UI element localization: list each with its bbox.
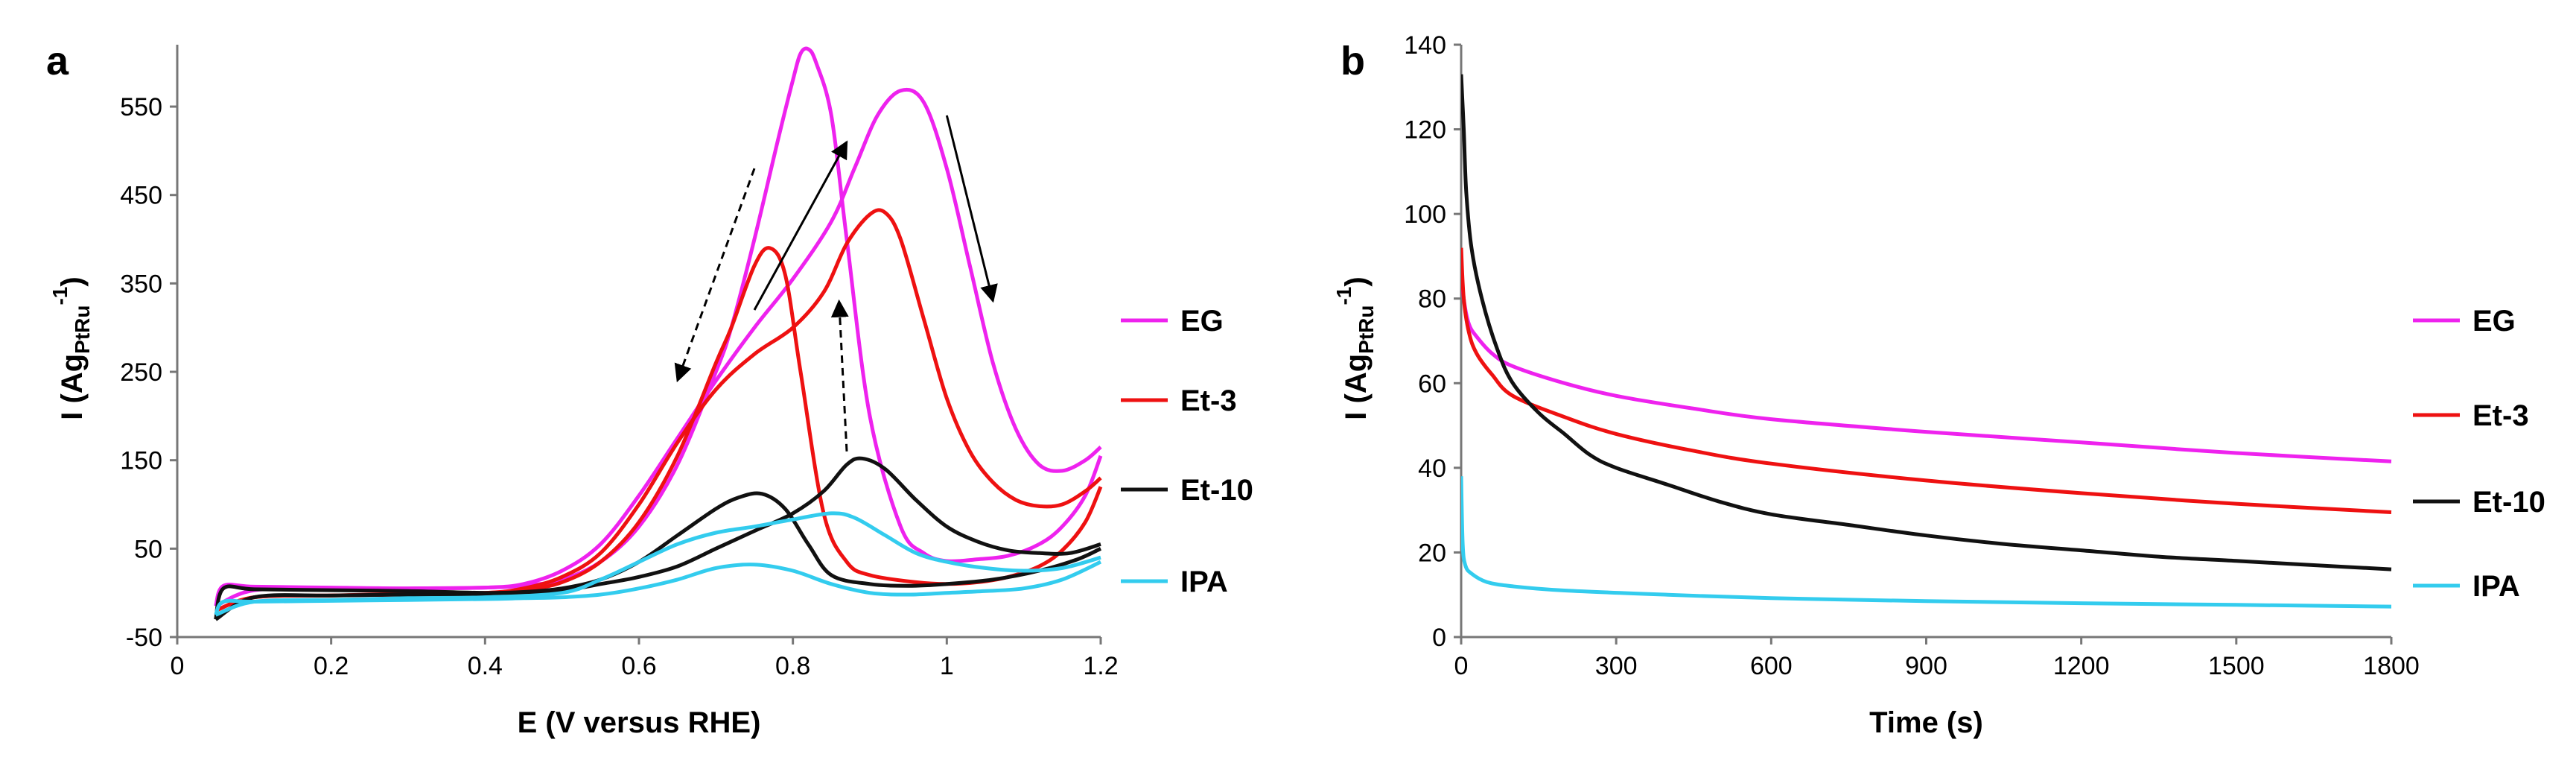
y-axis-label: I (AgPtRu-1) (1332, 276, 1378, 419)
y-tick-label: 0 (1432, 624, 1446, 652)
legend-label-et-10: Et-10 (1180, 474, 1253, 507)
x-tick-label: 600 (1750, 652, 1793, 680)
legend-label-ipa: IPA (2472, 570, 2520, 603)
x-tick-label: 1800 (2363, 652, 2420, 680)
x-tick-label: 0.8 (775, 652, 810, 680)
panel-label: b (1341, 39, 1365, 83)
series-line-et-3-backward (214, 246, 1103, 612)
y-tick-label: 250 (120, 358, 162, 387)
y-axis-label-sup: -1 (1332, 287, 1355, 305)
y-tick-label: 40 (1418, 455, 1446, 483)
x-tick-label: 900 (1905, 652, 1947, 680)
chart-panel-b: 0 300 600 900 1200 1500 1800 0 20 40 60 80 100 120 140… (1332, 31, 2545, 739)
y-axis-label-sup: -1 (48, 287, 71, 305)
y-axis-label-main: I (Ag (56, 354, 89, 420)
x-tick-label: 0.4 (468, 652, 503, 680)
x-tick-label: 0 (1454, 652, 1469, 680)
x-tick-label: 1500 (2208, 652, 2265, 680)
series-line-eg-forward (214, 87, 1102, 608)
legend-label-et-3: Et-3 (2472, 399, 2529, 432)
legend-label-eg: EG (1180, 305, 1224, 338)
solid-arrow-forward (753, 140, 848, 311)
series-line-et-3 (1461, 247, 2392, 514)
series-line-et-10-backward (214, 491, 1102, 620)
y-tick-label: 450 (120, 182, 162, 210)
x-tick-label: 1200 (2053, 652, 2110, 680)
x-tick-label: 1.2 (1083, 652, 1118, 680)
series-line-eg-backward (214, 46, 1103, 607)
y-tick-label: 550 (120, 93, 162, 121)
legend-label-et-10: Et-10 (2472, 486, 2545, 519)
solid-arrow-down (945, 115, 998, 303)
panel-label: a (46, 39, 69, 83)
x-tick-label: 0.6 (621, 652, 656, 680)
legend-label-et-3: Et-3 (1180, 384, 1237, 417)
series-line-eg (1461, 265, 2392, 463)
y-axis-label-close: ) (1340, 276, 1373, 286)
chart-panel-a: 0 0.2 0.4 0.6 0.8 1 1.2 -50 50 150 250 350 450 550 E (… (46, 39, 1253, 739)
y-tick-label: 120 (1404, 116, 1446, 145)
x-axis-label: E (V versus RHE) (518, 706, 761, 739)
y-axis-label-main: I (Ag (1340, 354, 1373, 420)
x-tick-label: 1 (940, 652, 954, 680)
x-tick-label: 0 (171, 652, 185, 680)
y-tick-label: 80 (1418, 285, 1446, 314)
legend-label-eg: EG (2472, 305, 2516, 338)
y-tick-label: 60 (1418, 370, 1446, 398)
legend-label-ipa: IPA (1180, 566, 1228, 598)
dashed-arrow-up (830, 299, 849, 452)
y-tick-label: 350 (120, 270, 162, 298)
series-line-et-10 (1461, 74, 2392, 571)
series-line-et-10-forward (214, 456, 1101, 621)
dashed-arrow-backward (674, 168, 756, 383)
y-tick-label: -50 (126, 624, 162, 652)
x-axis-label: Time (s) (1869, 706, 1983, 739)
y-axis-label-sub: PtRu (71, 305, 94, 354)
y-tick-label: 150 (120, 447, 162, 475)
y-tick-label: 100 (1404, 200, 1446, 229)
x-tick-label: 300 (1595, 652, 1638, 680)
y-axis-label-sub: PtRu (1355, 305, 1378, 354)
y-axis-label: I (AgPtRu-1) (48, 276, 94, 419)
y-tick-label: 140 (1404, 31, 1446, 60)
y-tick-label: 20 (1418, 539, 1446, 567)
x-tick-label: 0.2 (314, 652, 349, 680)
y-tick-label: 50 (134, 535, 162, 563)
series-line-ipa (1461, 476, 2392, 609)
y-axis-label-close: ) (56, 276, 89, 286)
series-line-ipa-backward (214, 560, 1102, 616)
